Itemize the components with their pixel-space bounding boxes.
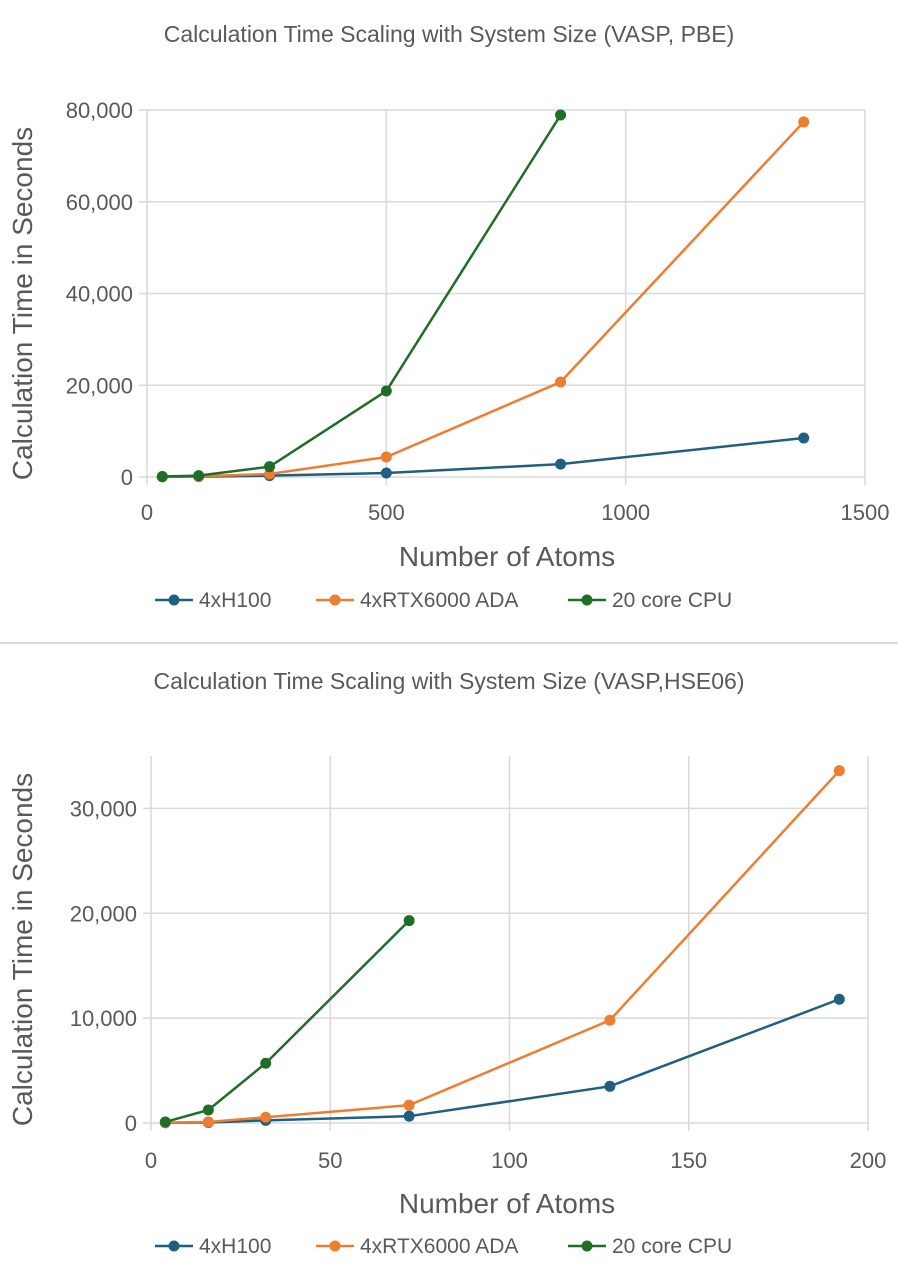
data-point	[555, 376, 567, 388]
chart-divider	[0, 642, 898, 644]
x-tick-label: 100	[491, 1148, 528, 1173]
y-tick-label: 0	[121, 465, 133, 490]
legend-marker	[168, 594, 180, 606]
chart-title: Calculation Time Scaling with System Siz…	[153, 668, 744, 694]
y-tick-label: 0	[125, 1111, 137, 1136]
chart-hse06: 0 50 100 150 200 0 10,000 20,000 30,000 Calculati…	[7, 668, 887, 1258]
data-point	[193, 470, 205, 482]
data-point	[156, 471, 168, 483]
x-tick-label: 50	[318, 1148, 342, 1173]
data-point	[604, 1014, 616, 1026]
y-tick-label: 20,000	[66, 373, 133, 398]
series-line-2	[165, 919, 411, 1124]
data-point	[555, 109, 567, 121]
y-tick-label: 10,000	[70, 1006, 137, 1031]
series-line-0	[162, 436, 804, 479]
legend-marker	[329, 1240, 341, 1252]
x-tick-label: 1500	[841, 500, 890, 525]
x-tick-label: 0	[141, 500, 153, 525]
legend-marker	[168, 1240, 180, 1252]
chart-title: Calculation Time Scaling with System Siz…	[164, 21, 735, 47]
series-line-1	[162, 121, 805, 479]
legend-label: 4xH100	[199, 1235, 271, 1258]
legend-label: 4xRTX6000 ADA	[360, 1235, 518, 1258]
y-tick-label: 80,000	[66, 98, 133, 123]
chart-pbe: 0 500 1000 1500 0 20,000 40,000 60,000 80,000 Cal…	[7, 21, 890, 612]
y-axis-label: Calculation Time in Seconds	[7, 773, 38, 1126]
legend-label: 20 core CPU	[612, 589, 732, 612]
data-point	[403, 1110, 415, 1122]
data-point	[604, 1080, 616, 1092]
x-tick-label: 0	[145, 1148, 157, 1173]
legend-label: 4xRTX6000 ADA	[360, 589, 518, 612]
data-point	[798, 432, 810, 444]
y-tick-label: 30,000	[70, 796, 137, 821]
data-point	[403, 1099, 415, 1111]
x-tick-label: 1000	[601, 500, 650, 525]
x-tick-label: 200	[850, 1148, 887, 1173]
legend-marker	[581, 1240, 593, 1252]
data-point	[833, 993, 845, 1005]
data-point	[202, 1116, 214, 1128]
data-point	[260, 1057, 272, 1069]
x-axis-label: Number of Atoms	[399, 1188, 615, 1219]
y-tick-label: 40,000	[66, 282, 133, 307]
data-point	[380, 385, 392, 397]
legend-label: 4xH100	[199, 589, 271, 612]
legend-label: 20 core CPU	[612, 1235, 732, 1258]
data-point	[798, 116, 810, 128]
x-tick-label: 150	[670, 1148, 707, 1173]
x-tick-label: 500	[368, 500, 405, 525]
data-point	[159, 1116, 171, 1128]
data-point	[260, 1111, 272, 1123]
series-line-1	[165, 769, 841, 1124]
legend-marker	[581, 594, 593, 606]
x-axis-label: Number of Atoms	[399, 541, 615, 572]
data-point	[380, 451, 392, 463]
legend-marker	[329, 594, 341, 606]
data-point	[380, 467, 392, 479]
data-point	[555, 458, 567, 470]
series-line-2	[162, 114, 562, 478]
data-point	[202, 1104, 214, 1116]
y-axis-label: Calculation Time in Seconds	[7, 127, 38, 480]
y-tick-label: 20,000	[70, 901, 137, 926]
y-tick-label: 60,000	[66, 190, 133, 215]
data-point	[833, 765, 845, 777]
data-point	[264, 461, 276, 473]
data-point	[403, 915, 415, 927]
